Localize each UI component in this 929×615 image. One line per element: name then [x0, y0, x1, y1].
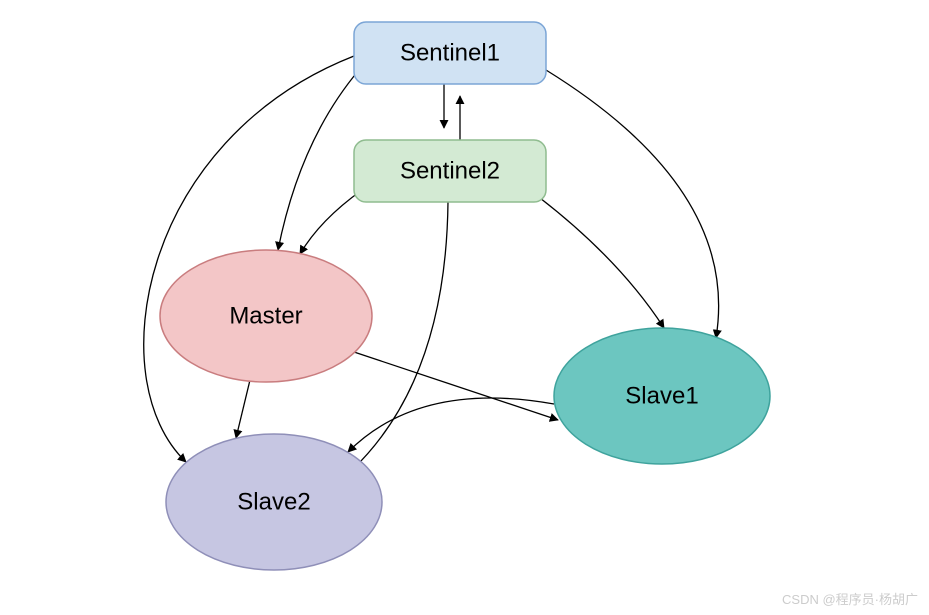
edge-slave1-slave2 — [348, 398, 554, 452]
edge-s1-slave1 — [546, 70, 719, 338]
node-label-master: Master — [229, 303, 302, 330]
node-sentinel2: Sentinel2 — [354, 140, 546, 202]
edge-s2-slave1 — [540, 198, 664, 328]
node-label-slave1: Slave1 — [625, 383, 698, 410]
nodes-layer: Sentinel1 Sentinel2 Master Slave1 Slave2 — [160, 22, 770, 570]
node-sentinel1: Sentinel1 — [354, 22, 546, 84]
edge-s2-master — [300, 190, 362, 254]
node-label-sentinel1: Sentinel1 — [400, 40, 500, 67]
node-slave2: Slave2 — [166, 434, 382, 570]
node-slave1: Slave1 — [554, 328, 770, 464]
diagram-canvas: Sentinel1 Sentinel2 Master Slave1 Slave2 CSDN… — [0, 0, 929, 615]
node-master: Master — [160, 250, 372, 382]
edge-master-slave1 — [354, 352, 558, 420]
edge-master-slave2 — [236, 380, 250, 438]
node-label-slave2: Slave2 — [237, 489, 310, 516]
watermark-text: CSDN @程序员·杨胡广 — [782, 592, 918, 607]
node-label-sentinel2: Sentinel2 — [400, 158, 500, 185]
edge-s1-master — [278, 70, 359, 250]
